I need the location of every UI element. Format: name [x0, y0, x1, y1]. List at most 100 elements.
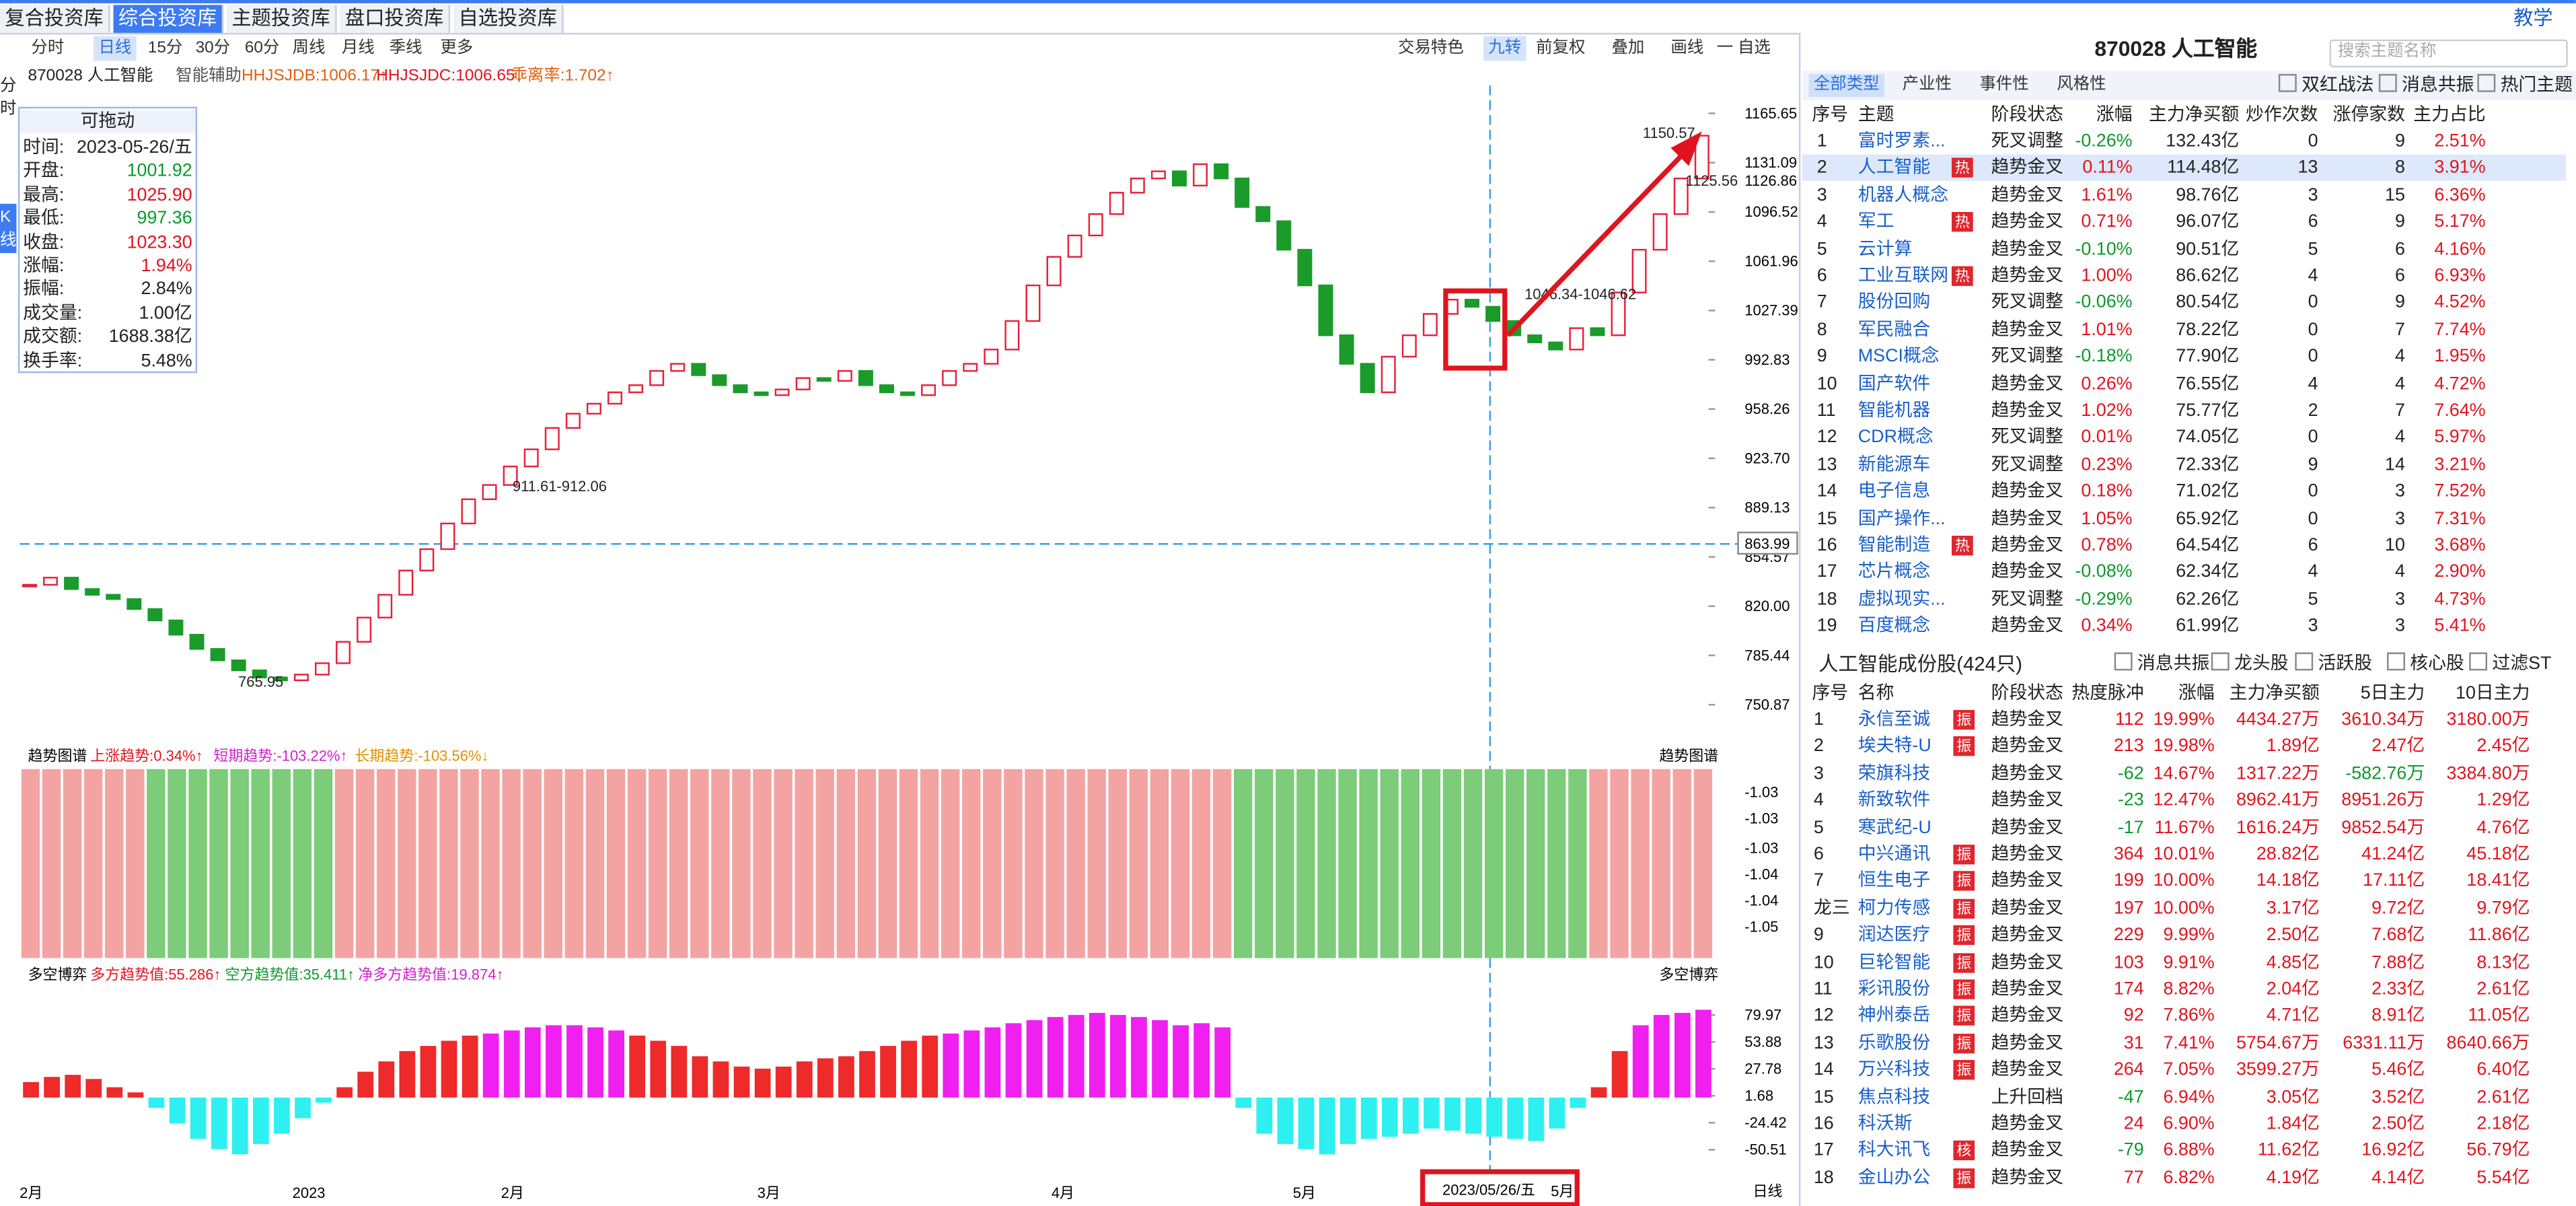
- trend-bar: [42, 769, 61, 958]
- crosshair-label: 863.99: [1744, 536, 1790, 553]
- type-tab[interactable]: 全部类型: [1808, 73, 1884, 98]
- search-box[interactable]: [2329, 39, 2568, 68]
- period-button[interactable]: 60分: [244, 39, 280, 58]
- trend-bar: [1631, 769, 1650, 958]
- row-number[interactable]: 13: [1816, 454, 1837, 475]
- period-button[interactable]: 15分: [147, 39, 183, 58]
- theme-cell: 9: [2394, 212, 2405, 232]
- row-number[interactable]: 15: [1813, 1087, 1834, 1107]
- row-number[interactable]: 10: [1816, 374, 1837, 394]
- side-tab[interactable]: K线: [0, 209, 17, 250]
- period-button[interactable]: 30分: [195, 39, 231, 58]
- y-tick-label: 53.88: [1744, 1034, 1781, 1051]
- cursor-month: 5月: [1551, 1183, 1574, 1200]
- row-number[interactable]: 17: [1813, 1141, 1834, 1161]
- candle: [314, 662, 330, 676]
- tool-button[interactable]: 画线: [1670, 39, 1704, 58]
- row-number[interactable]: 12: [1813, 1006, 1834, 1026]
- row-number[interactable]: 4: [1813, 791, 1824, 811]
- stock-cell: 趋势金叉: [1991, 709, 2064, 730]
- row-number[interactable]: 1: [1813, 709, 1824, 730]
- theme-name: 工业互联网: [1857, 266, 1949, 286]
- row-number[interactable]: 5: [1813, 818, 1824, 838]
- bs-bar: [1277, 1097, 1294, 1144]
- period-button[interactable]: 季线: [389, 39, 422, 58]
- period-button[interactable]: 日线: [94, 36, 137, 61]
- trend-bar: [147, 769, 165, 958]
- tab[interactable]: 复合投资库: [0, 5, 110, 33]
- row-number[interactable]: 14: [1813, 1060, 1834, 1080]
- row-number[interactable]: 3: [1816, 185, 1827, 205]
- row-number[interactable]: 9: [1813, 925, 1824, 946]
- candle: [1527, 334, 1543, 344]
- row-number[interactable]: 6: [1816, 266, 1827, 286]
- info-panel[interactable]: 可拖动 时间: 2023-05-26/五 开盘: 1001.92 最高: 1025.90 最低…: [17, 106, 198, 374]
- stock-tag: 振: [1953, 872, 1975, 892]
- row-number[interactable]: 12: [1816, 427, 1837, 448]
- row-number[interactable]: 9: [1816, 347, 1827, 367]
- tool-button[interactable]: 九转: [1483, 36, 1526, 61]
- theme-cell: 3.68%: [2434, 536, 2486, 556]
- theme-cell: 趋势金叉: [1991, 508, 2064, 529]
- row-number[interactable]: 11: [1813, 979, 1833, 999]
- row-number[interactable]: 16: [1816, 536, 1837, 556]
- period-button[interactable]: 更多: [440, 39, 474, 58]
- stock-name: 科沃斯: [1857, 1114, 1913, 1134]
- trend-bar: [1233, 769, 1253, 958]
- row-number[interactable]: 3: [1813, 763, 1824, 784]
- row-number[interactable]: 2: [1813, 736, 1824, 757]
- tab[interactable]: 自选投资库: [453, 5, 564, 33]
- row-number[interactable]: 7: [1816, 293, 1827, 313]
- row-number[interactable]: 11: [1816, 400, 1836, 421]
- row-number[interactable]: 龙三: [1813, 898, 1850, 919]
- theme-cell: -0.18%: [2075, 347, 2133, 367]
- type-tab[interactable]: 风格性: [2057, 75, 2106, 94]
- candle: [503, 465, 518, 486]
- row-number[interactable]: 7: [1813, 872, 1824, 892]
- row-number[interactable]: 6: [1813, 845, 1824, 865]
- trend-bar: [1338, 769, 1357, 958]
- stock-cell: 1.84亿: [2266, 1114, 2320, 1134]
- tool-button[interactable]: 叠加: [1611, 39, 1645, 58]
- row-number[interactable]: 14: [1816, 481, 1837, 502]
- side-tab[interactable]: 分时: [0, 77, 17, 118]
- type-tab[interactable]: 事件性: [1979, 75, 2029, 94]
- trend-bar: [1463, 769, 1483, 958]
- tab[interactable]: 盘口投资库: [340, 5, 451, 33]
- row-number[interactable]: 18: [1813, 1168, 1834, 1188]
- tool-button[interactable]: 前复权: [1536, 39, 1586, 58]
- tool-button[interactable]: 交易特色: [1398, 39, 1464, 58]
- candle: [670, 363, 686, 372]
- row-number[interactable]: 2: [1816, 158, 1827, 178]
- type-tab[interactable]: 产业性: [1902, 75, 1952, 94]
- row-number[interactable]: 1: [1816, 131, 1827, 151]
- row-number[interactable]: 19: [1816, 616, 1837, 637]
- row-number[interactable]: 16: [1813, 1114, 1834, 1134]
- row-number[interactable]: 4: [1816, 212, 1827, 232]
- tool-button[interactable]: 一 自选: [1716, 39, 1771, 58]
- row-number[interactable]: 8: [1816, 320, 1827, 340]
- stock-cell: 8.13亿: [2476, 952, 2530, 972]
- x-tick-label: 2月: [501, 1184, 524, 1201]
- period-button[interactable]: 月线: [341, 39, 375, 58]
- trend-bar: [1025, 769, 1043, 958]
- period-button[interactable]: 分时: [31, 39, 65, 58]
- row-number[interactable]: 15: [1816, 508, 1837, 529]
- row-number[interactable]: 10: [1813, 952, 1834, 972]
- stock-cell: 7.86%: [2163, 1006, 2215, 1026]
- theme-cell: 0.23%: [2081, 454, 2133, 475]
- row-number[interactable]: 17: [1816, 563, 1837, 583]
- column-header: 热度脉冲: [2071, 683, 2144, 704]
- row-number[interactable]: 13: [1813, 1033, 1834, 1053]
- stock-cell: 16.92亿: [2361, 1141, 2425, 1161]
- candle: [419, 548, 435, 571]
- tab[interactable]: 主题投资库: [227, 5, 337, 33]
- period-button[interactable]: 周线: [292, 39, 326, 58]
- row-number[interactable]: 5: [1816, 239, 1827, 259]
- theme-cell: 4: [2394, 563, 2405, 583]
- theme-cell: 98.76亿: [2176, 185, 2240, 205]
- stock-name: 金山办公: [1857, 1168, 1931, 1188]
- tab[interactable]: 综合投资库: [113, 5, 224, 33]
- row-number[interactable]: 18: [1816, 590, 1837, 610]
- indicator-value: 乖离率:1.702↑: [511, 67, 614, 85]
